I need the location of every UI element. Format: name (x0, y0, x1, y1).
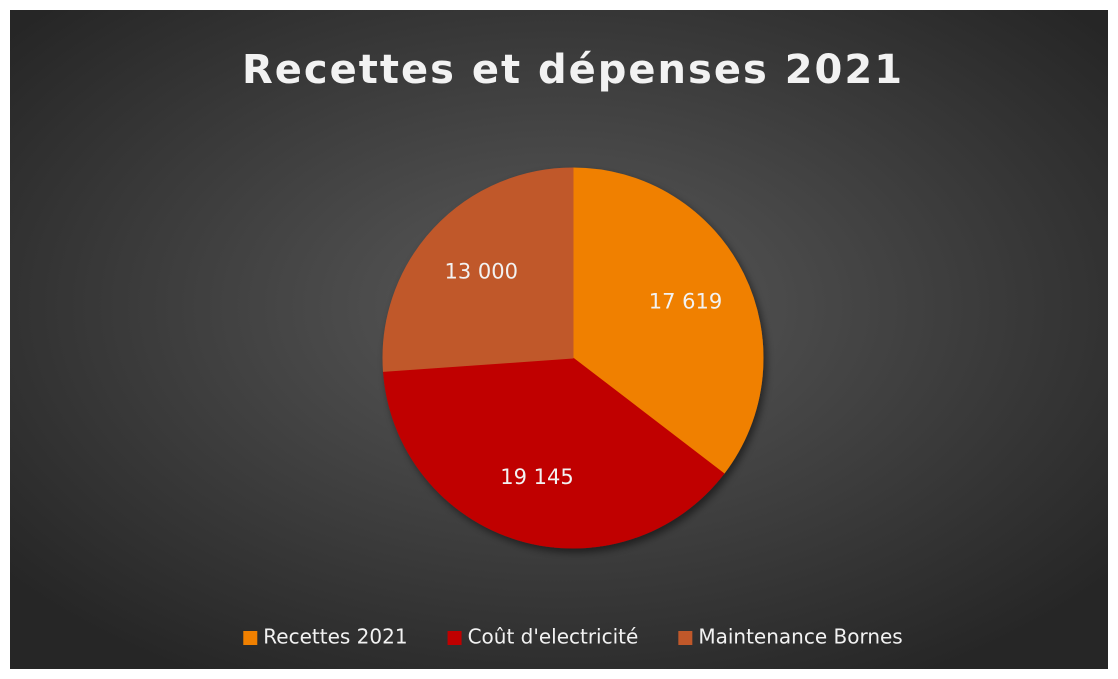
data-label: 13 000 (445, 260, 518, 284)
pie-slice (382, 357, 725, 549)
pie-slice (572, 167, 764, 475)
legend-label: Recettes 2021 (263, 625, 407, 649)
legend-label: Maintenance Bornes (698, 625, 902, 649)
data-label: 17 619 (649, 289, 722, 313)
chart-title: Recettes et dépenses 2021 (242, 47, 904, 93)
pie-slice (382, 167, 574, 372)
pie (382, 167, 764, 549)
data-label: 19 145 (500, 465, 573, 489)
legend-swatch (243, 631, 258, 645)
legend-label: Coût d'electricité (468, 625, 639, 649)
legend-swatch (447, 631, 462, 645)
legend-swatch (678, 631, 693, 645)
